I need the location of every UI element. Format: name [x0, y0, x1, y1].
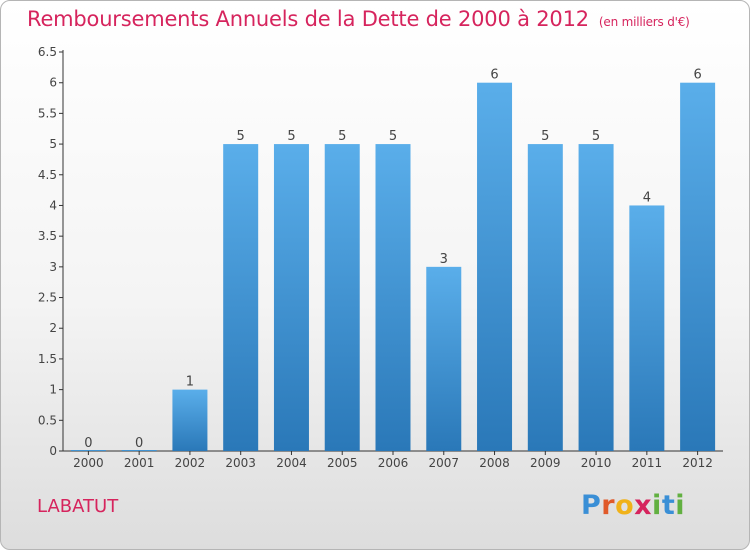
- logo-letter: o: [615, 490, 635, 521]
- y-tick-label: 4.5: [38, 168, 57, 182]
- bar: [273, 144, 309, 452]
- x-tick-label: 2000: [73, 456, 104, 470]
- bar-value-label: 1: [186, 375, 194, 390]
- bar-value-label: 6: [693, 68, 701, 83]
- y-tick-label: 3: [49, 260, 57, 274]
- bar: [426, 266, 462, 451]
- bar: [223, 144, 259, 452]
- unit-label: (en milliers d'€): [598, 15, 690, 29]
- bar-value-label: 6: [490, 68, 498, 83]
- x-tick-label: 2008: [479, 456, 510, 470]
- x-tick-label: 2010: [581, 456, 612, 470]
- logo-letter: i: [652, 490, 662, 521]
- y-tick-label: 2.5: [38, 291, 57, 305]
- proxiti-logo: Proxiti: [581, 490, 685, 521]
- chart-title-text: Remboursements Annuels de la Dette de 20…: [27, 7, 589, 31]
- y-tick-label: 4: [49, 198, 57, 212]
- bar-value-label: 4: [643, 190, 651, 205]
- bar-value-label: 0: [135, 436, 143, 451]
- y-tick-label: 5: [49, 137, 57, 151]
- bar-value-label: 0: [84, 436, 92, 451]
- x-tick-label: 2002: [175, 456, 206, 470]
- x-tick-label: 2009: [530, 456, 561, 470]
- bar-value-label: 5: [287, 129, 295, 144]
- x-tick-label: 2005: [327, 456, 358, 470]
- x-tick-label: 2012: [682, 456, 713, 470]
- bar-value-label: 5: [237, 129, 245, 144]
- chart-title: Remboursements Annuels de la Dette de 20…: [27, 7, 690, 31]
- bar: [172, 389, 208, 451]
- bar-value-label: 5: [338, 129, 346, 144]
- x-tick-label: 2011: [632, 456, 663, 470]
- x-tick-label: 2003: [225, 456, 256, 470]
- x-tick-label: 2007: [428, 456, 459, 470]
- x-tick-label: 2001: [124, 456, 155, 470]
- bar-value-label: 5: [592, 129, 600, 144]
- y-tick-label: 0: [49, 444, 57, 458]
- bar: [70, 450, 106, 451]
- bar-value-label: 5: [389, 129, 397, 144]
- bar: [477, 82, 513, 451]
- y-tick-label: 6: [49, 76, 57, 90]
- y-tick-label: 2: [49, 321, 57, 335]
- bar: [375, 144, 411, 452]
- logo-letter: x: [634, 490, 653, 521]
- bar: [527, 144, 563, 452]
- bar: [578, 144, 614, 452]
- y-tick-label: 1.5: [38, 352, 57, 366]
- y-tick-label: 1: [49, 383, 57, 397]
- bar: [121, 450, 157, 451]
- x-tick-label: 2006: [378, 456, 409, 470]
- logo-letter: t: [661, 490, 676, 521]
- logo-letter: P: [580, 490, 602, 521]
- x-tick-label: 2004: [276, 456, 307, 470]
- bar-value-label: 3: [440, 252, 448, 267]
- bar-value-label: 5: [541, 129, 549, 144]
- logo-letter: i: [675, 490, 685, 521]
- bar: [629, 205, 665, 451]
- y-tick-label: 5.5: [38, 106, 57, 120]
- bar: [324, 144, 360, 452]
- commune-name: LABATUT: [37, 496, 119, 517]
- logo-letter: r: [601, 490, 616, 521]
- y-tick-label: 0.5: [38, 413, 57, 427]
- bar: [680, 82, 716, 451]
- y-tick-label: 3.5: [38, 229, 57, 243]
- y-tick-label: 6.5: [38, 45, 57, 59]
